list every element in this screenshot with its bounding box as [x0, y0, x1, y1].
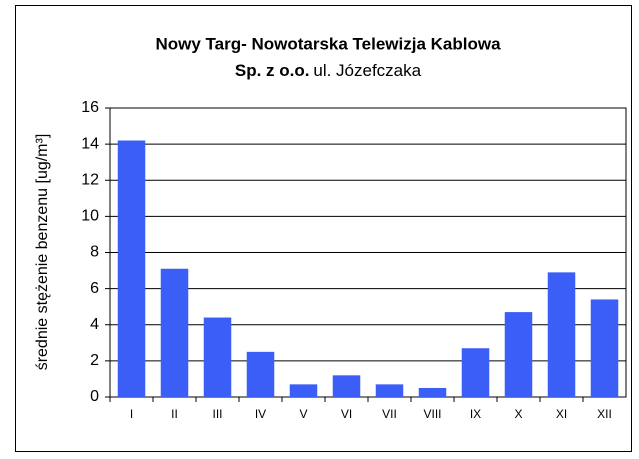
x-tick-label: IV — [255, 407, 266, 421]
y-tick-label: 10 — [81, 208, 99, 225]
bar — [246, 351, 275, 397]
y-tick-label: 14 — [81, 135, 99, 152]
bar — [160, 268, 189, 397]
subtitle-text: ul. Józefczaka — [313, 61, 421, 80]
x-tick-label: XI — [556, 407, 567, 421]
x-tick-label: VII — [382, 407, 397, 421]
y-tick-label: 6 — [90, 280, 99, 297]
x-tick-label: X — [514, 407, 522, 421]
bar — [332, 375, 361, 397]
chart-title: Nowy Targ- Nowotarska Telewizja Kablowa — [155, 34, 501, 53]
y-tick-label: 8 — [90, 244, 99, 261]
y-tick-label: 16 — [81, 99, 99, 116]
bar — [547, 272, 576, 397]
y-tick-label: 2 — [90, 352, 99, 369]
x-tick-label: III — [212, 407, 222, 421]
y-tick-label: 4 — [90, 316, 99, 333]
bar — [504, 312, 533, 397]
bar — [203, 317, 232, 397]
y-axis-label: średnie stężenie benzenu [ug/m³] — [34, 134, 51, 371]
bar — [117, 140, 146, 397]
chart-subtitle: Sp. z o.o. ul. Józefczaka — [235, 61, 422, 80]
y-tick-label: 0 — [90, 388, 99, 405]
x-tick-label: I — [130, 407, 133, 421]
y-tick-label: 12 — [81, 171, 99, 188]
x-tick-label: VI — [341, 407, 352, 421]
bar — [289, 384, 318, 397]
bar — [418, 387, 447, 397]
subtitle-bold: Sp. z o.o. — [235, 61, 310, 80]
x-tick-label: IX — [470, 407, 481, 421]
bar — [375, 384, 404, 397]
bar — [590, 299, 619, 397]
bar — [461, 348, 490, 397]
x-tick-label: VIII — [423, 407, 441, 421]
x-tick-label: XII — [597, 407, 612, 421]
x-tick-label: II — [171, 407, 178, 421]
x-tick-label: V — [299, 407, 307, 421]
